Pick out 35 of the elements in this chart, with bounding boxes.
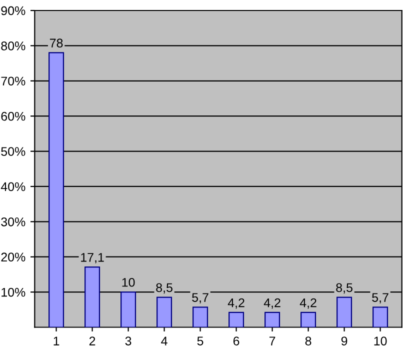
data-label: 10: [122, 278, 135, 287]
data-label: 17,1: [81, 253, 104, 264]
data-label: 78: [50, 38, 63, 48]
y-tick-label: 60%: [1, 112, 26, 121]
x-tick-label: 9: [341, 336, 348, 346]
data-label: 4,2: [300, 298, 316, 309]
x-tick-label: 2: [89, 336, 96, 346]
y-tick-label: 90%: [1, 6, 26, 16]
y-tick-label: 30%: [1, 217, 26, 226]
x-tick-label: 3: [125, 336, 132, 346]
y-tick-label: 70%: [1, 76, 26, 86]
y-tick-label: 10%: [2, 288, 26, 297]
y-tick-label: 40%: [0, 182, 26, 192]
bar: [84, 266, 100, 328]
x-tick-label: 8: [305, 336, 312, 346]
x-tick-label: 7: [269, 336, 276, 346]
x-tick-label: 5: [197, 336, 204, 346]
data-label: 5,7: [372, 293, 388, 304]
x-tick-label: 1: [54, 336, 60, 346]
x-tick-label: 10: [374, 336, 387, 346]
bar: [336, 296, 352, 328]
bar: [48, 52, 64, 328]
x-tick-label: 4: [161, 336, 168, 346]
data-label: 4,2: [228, 298, 244, 309]
y-tick-label: 80%: [1, 41, 26, 50]
y-tick-label: 50%: [1, 147, 26, 156]
bar: [156, 296, 172, 328]
x-tick-label: 6: [233, 336, 240, 346]
bar: [192, 306, 208, 328]
data-label: 8,5: [156, 283, 172, 294]
y-tick-label: 20%: [1, 252, 26, 262]
bar: [372, 306, 388, 328]
data-label: 4,2: [264, 298, 280, 309]
data-label: 8,5: [336, 283, 352, 294]
data-label: 5,7: [192, 293, 208, 304]
